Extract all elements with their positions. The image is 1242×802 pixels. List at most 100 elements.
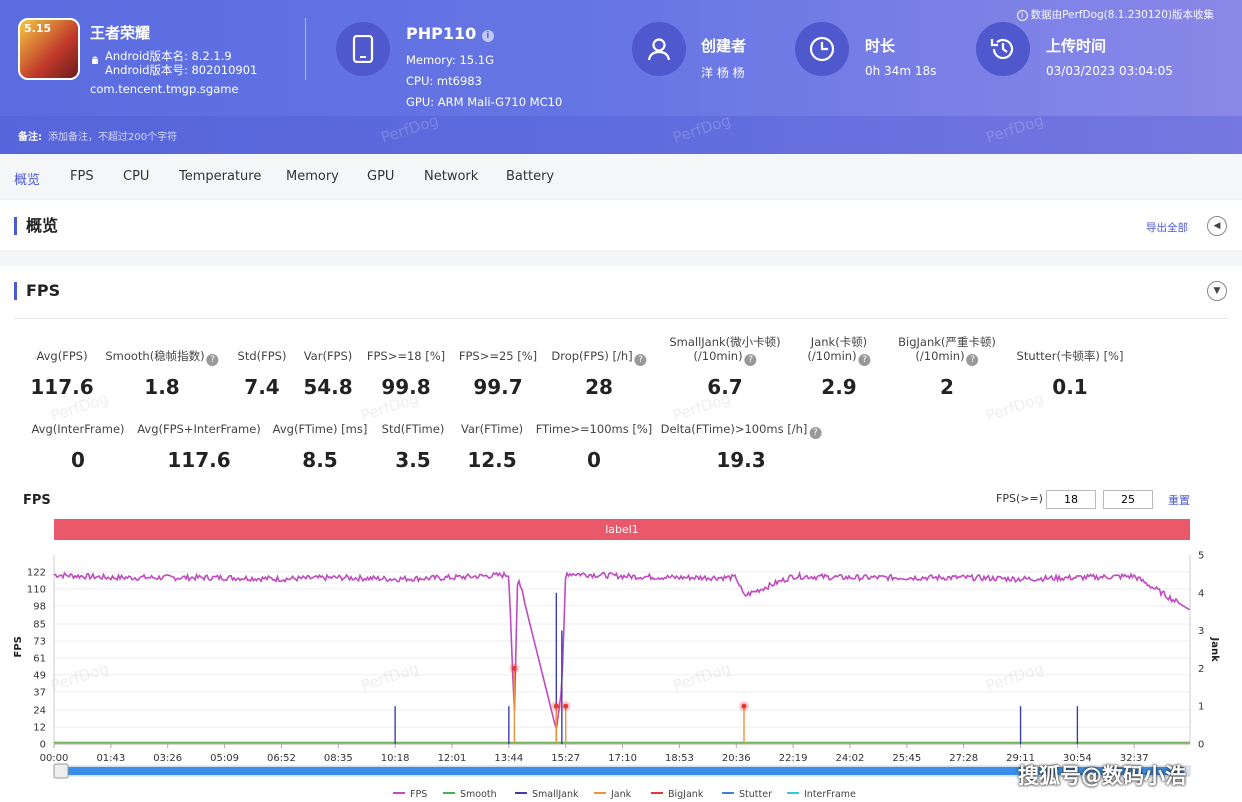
metric-label-text: FPS>=18 [%] [366, 349, 446, 363]
help-icon[interactable]: ? [744, 354, 757, 366]
reset-button[interactable]: 重置 [1168, 494, 1190, 507]
metric-label-text: Smooth(稳帧指数)? [105, 349, 219, 366]
source-note: i 数据由PerfDog(8.1.230120)版本收集 [1016, 7, 1214, 22]
creator-value: 洋 杨 杨 [701, 66, 745, 80]
x-tick-label: 10:18 [381, 753, 410, 764]
metric2-label: Avg(InterFrame) [31, 422, 124, 436]
x-tick-label: 15:27 [551, 753, 580, 764]
chevron-down-icon[interactable]: ▼ [1207, 281, 1227, 301]
metric-label: Var(FPS) [304, 349, 353, 363]
zoom-slider-fill [60, 767, 1184, 775]
tab-overview[interactable]: 概览 [14, 173, 41, 188]
metric2-value: 0 [71, 448, 85, 472]
y2-tick-label: 4 [1198, 588, 1204, 599]
upload-label: 上传时间 [1046, 37, 1107, 55]
app-icon: 5.15 [18, 18, 80, 80]
report-header: 5.15 王者荣耀 Android版本名: 8.2.1.9 Android版本号… [0, 0, 1242, 154]
zoom-slider-handle[interactable] [53, 763, 69, 779]
metric-label: Std(FPS) [238, 349, 287, 363]
tab-network[interactable]: Network [424, 169, 479, 184]
tab-bar: 概览 FPS CPU Temperature Memory GPU Networ… [0, 154, 1242, 200]
series-fps-line [53, 570, 1190, 729]
tab-cpu[interactable]: CPU [123, 169, 150, 184]
fps-threshold-input-1[interactable] [1046, 490, 1096, 509]
metric-label-text: Stutter(卡顿率) [%] [1016, 349, 1124, 363]
tab-fps[interactable]: FPS [70, 169, 94, 184]
y2-tick-label: 1 [1198, 702, 1204, 713]
metric-label: BigJank(严重卡顿) (/10min)? [898, 335, 996, 366]
x-tick-label: 30:54 [1063, 753, 1092, 764]
legend-item[interactable]: Jank [610, 789, 632, 800]
metric2-value: 117.6 [167, 448, 231, 472]
section-gap [0, 250, 1242, 266]
y-tick-label: 110 [27, 584, 46, 595]
note-input[interactable]: 添加备注，不超过200个字符 [48, 132, 178, 143]
metric2-label: FTime>=100ms [%] [536, 422, 653, 436]
y2-tick-label: 0 [1198, 740, 1204, 751]
history-icon [976, 22, 1030, 76]
note-bar[interactable]: 备注: 添加备注，不超过200个字符 [0, 116, 1242, 154]
legend-item[interactable]: SmallJank [532, 789, 579, 800]
x-tick-label: 12:01 [438, 753, 467, 764]
metric-label-unit: (/10min)? [807, 349, 871, 366]
y-tick-label: 98 [33, 601, 46, 612]
metric-label-text: Drop(FPS) [/h]? [551, 349, 647, 366]
help-icon[interactable]: ? [206, 354, 219, 366]
metric-label-text: Delta(FTime)>100ms [/h]? [661, 422, 822, 439]
android-icon [90, 55, 100, 65]
help-icon[interactable]: ? [634, 354, 647, 366]
x-tick-label: 27:28 [949, 753, 978, 764]
x-tick-label: 03:26 [153, 753, 182, 764]
metric-label-unit: (/10min)? [669, 349, 780, 366]
tab-memory[interactable]: Memory [286, 169, 339, 184]
duration-label: 时长 [865, 37, 896, 55]
legend-item[interactable]: FPS [410, 789, 427, 800]
metric-label-text: Avg(FPS) [36, 349, 88, 363]
metric-label: SmallJank(微小卡顿) (/10min)? [669, 335, 781, 366]
legend-item[interactable]: InterFrame [804, 789, 856, 800]
bigjank-point [511, 665, 517, 671]
metric2-label: Std(FTime) [382, 422, 445, 436]
collapse-left-icon[interactable]: ◀ [1207, 216, 1227, 236]
legend-item[interactable]: Smooth [460, 789, 497, 800]
metric2-label: Var(FTime) [461, 422, 523, 436]
metric-label: Avg(FPS) [36, 349, 87, 363]
info-icon[interactable]: i [481, 30, 494, 42]
legend-item[interactable]: Stutter [739, 789, 772, 800]
bigjank-point [553, 703, 559, 709]
export-all-link[interactable]: 导出全部 [1146, 222, 1188, 234]
y-axis-label: FPS [13, 636, 24, 657]
fps-threshold-input-2[interactable] [1103, 490, 1153, 509]
metric-label: Smooth(稳帧指数)? [105, 349, 219, 366]
label-band[interactable]: label1 [54, 519, 1190, 540]
metric-label-text: Std(FTime) [381, 422, 445, 436]
metric-label: FPS>=25 [%] [459, 349, 537, 363]
x-tick-label: 05:09 [210, 753, 239, 764]
help-icon[interactable]: ? [809, 427, 822, 439]
app-name: 王者荣耀 [90, 24, 151, 42]
device-name-text: PHP110 [406, 24, 477, 43]
metric2-value: 3.5 [395, 448, 431, 472]
tab-battery[interactable]: Battery [506, 169, 555, 184]
fps-filter-label: FPS(>=) [996, 492, 1043, 505]
metric-value: 117.6 [30, 375, 94, 399]
clock-icon [795, 22, 849, 76]
x-tick-label: 18:53 [665, 753, 694, 764]
legend-item[interactable]: BigJank [668, 789, 704, 800]
metric-label-text: Var(FTime) [460, 422, 524, 436]
divider [14, 318, 1228, 319]
metric2-label: Avg(FPS+InterFrame) [137, 422, 261, 436]
metric-label-text: BigJank(严重卡顿) [898, 335, 996, 349]
tab-gpu[interactable]: GPU [367, 169, 395, 184]
metric-label-text: Avg(FTime) [ms] [272, 422, 368, 436]
user-icon [632, 22, 686, 76]
overview-title: 概览 [14, 217, 58, 235]
metric-value: 2 [940, 375, 954, 399]
metric-value: 0.1 [1052, 375, 1088, 399]
android-version-name: Android版本名: 8.2.1.9 [105, 49, 232, 63]
metric-label-unit: (/10min)? [898, 349, 996, 366]
tab-temperature[interactable]: Temperature [179, 169, 262, 184]
help-icon[interactable]: ? [858, 354, 871, 366]
help-icon[interactable]: ? [966, 354, 979, 366]
